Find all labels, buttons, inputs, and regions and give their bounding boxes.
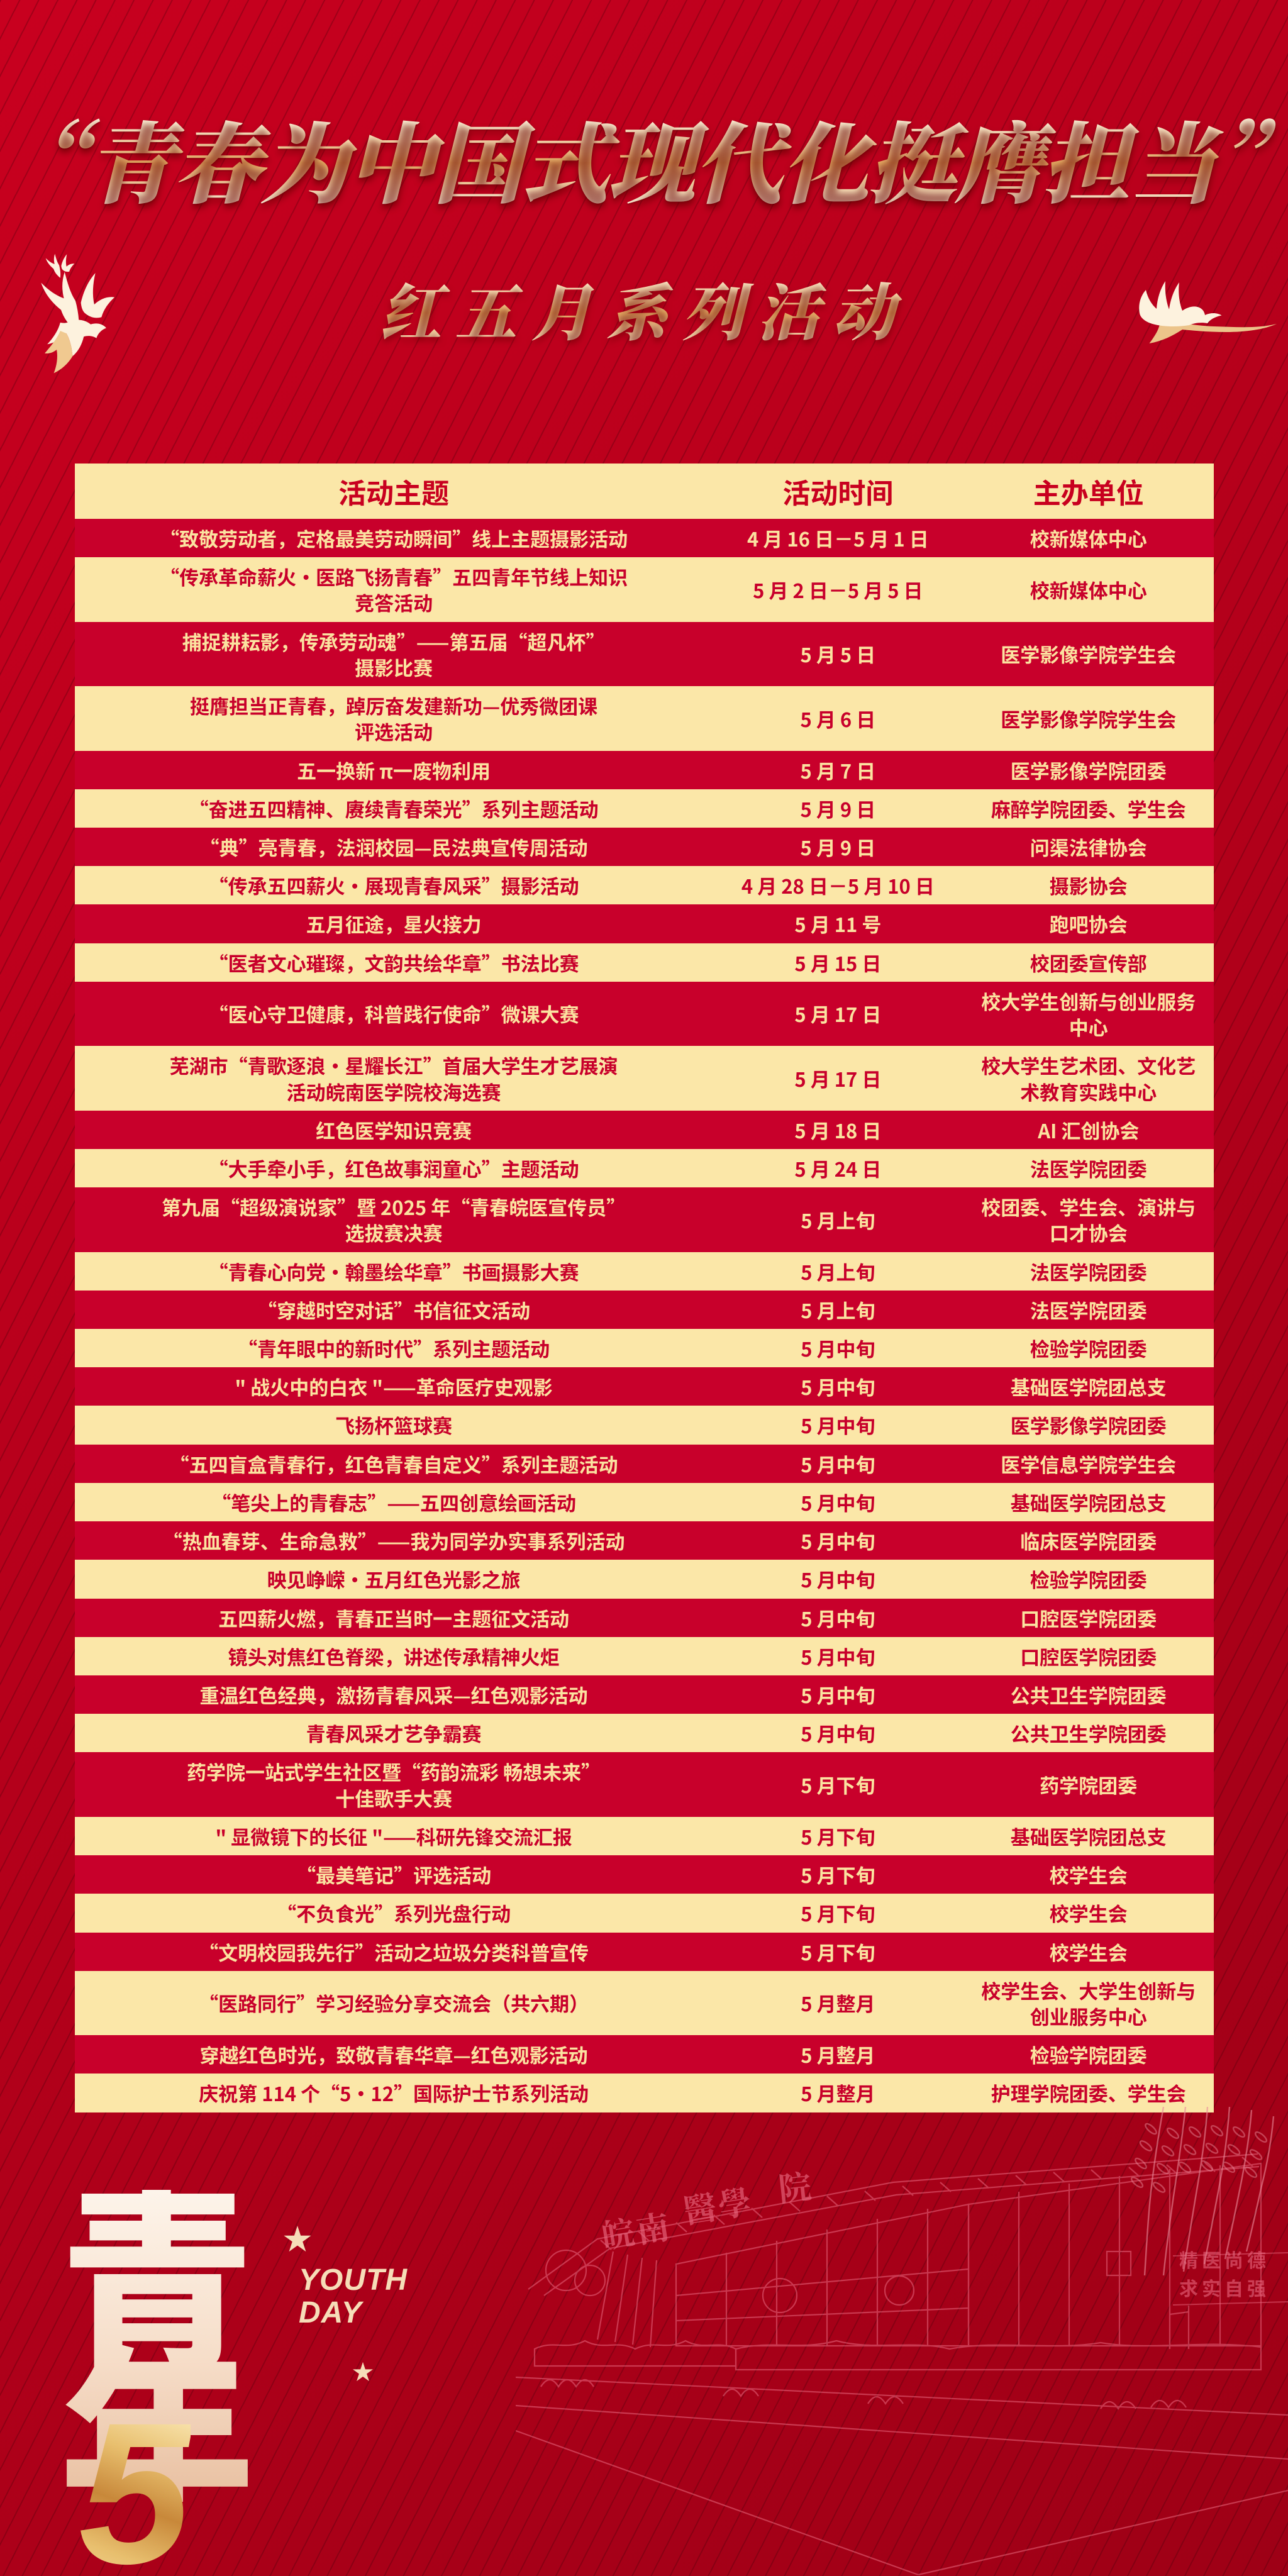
- svg-text:皖南: 皖南: [598, 2200, 675, 2258]
- svg-text:求实自强: 求实自强: [1179, 2273, 1270, 2301]
- svg-text:院: 院: [776, 2160, 816, 2210]
- svg-text:醫學: 醫學: [680, 2175, 757, 2233]
- svg-text:精医尚德: 精医尚德: [1179, 2245, 1270, 2273]
